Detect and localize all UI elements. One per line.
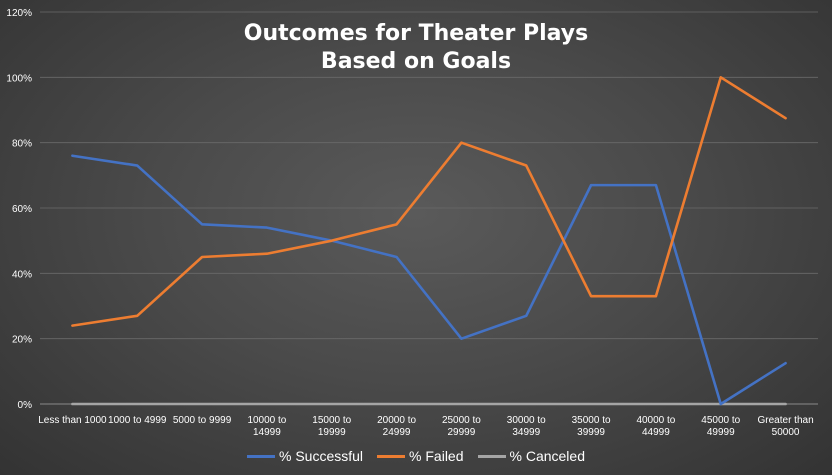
x-tick-label: 15000 to 19999 xyxy=(312,415,351,438)
chart-title-line-2: Based on Goals xyxy=(320,49,512,74)
x-tick-label: 5000 to 9999 xyxy=(173,415,232,426)
y-tick-label: 80% xyxy=(12,139,32,150)
x-tick-label: 30000 to 34999 xyxy=(507,415,546,438)
y-tick-label: 20% xyxy=(12,335,32,346)
legend-swatch-canceled xyxy=(477,454,506,458)
x-tick-label: 1000 to 4999 xyxy=(108,415,167,426)
x-tick-label: 45000 to 49999 xyxy=(701,415,740,438)
x-tick-label: Greater than 50000 xyxy=(758,415,814,438)
y-tick-label: 0% xyxy=(18,400,33,411)
x-tick-label: 35000 to 39999 xyxy=(572,415,611,438)
legend: % Successful % Failed % Canceled xyxy=(0,446,832,466)
legend-item-canceled: % Canceled xyxy=(477,448,586,464)
y-tick-label: 100% xyxy=(6,73,32,84)
series-line-failed xyxy=(71,76,787,327)
legend-item-failed: % Failed xyxy=(377,448,464,464)
legend-item-successful: % Successful xyxy=(246,448,364,464)
legend-label-failed: % Failed xyxy=(409,448,464,464)
y-tick-label: 120% xyxy=(6,8,32,19)
chart-title-line-1: Outcomes for Theater Plays xyxy=(243,21,589,46)
series-line-successful xyxy=(71,154,787,406)
legend-label-successful: % Successful xyxy=(278,448,364,464)
y-tick-label: 40% xyxy=(12,269,32,280)
legend-label-canceled: % Canceled xyxy=(509,448,586,464)
x-tick-label: 20000 to 24999 xyxy=(377,415,416,438)
x-tick-label: Less than 1000 xyxy=(38,415,107,426)
y-tick-label: 60% xyxy=(12,204,32,215)
x-tick-label: 25000 to 29999 xyxy=(442,415,481,438)
legend-swatch-failed xyxy=(377,454,406,458)
x-tick-label: 40000 to 44999 xyxy=(636,415,675,438)
legend-swatch-successful xyxy=(246,454,275,458)
x-tick-label: 10000 to 14999 xyxy=(247,415,286,438)
